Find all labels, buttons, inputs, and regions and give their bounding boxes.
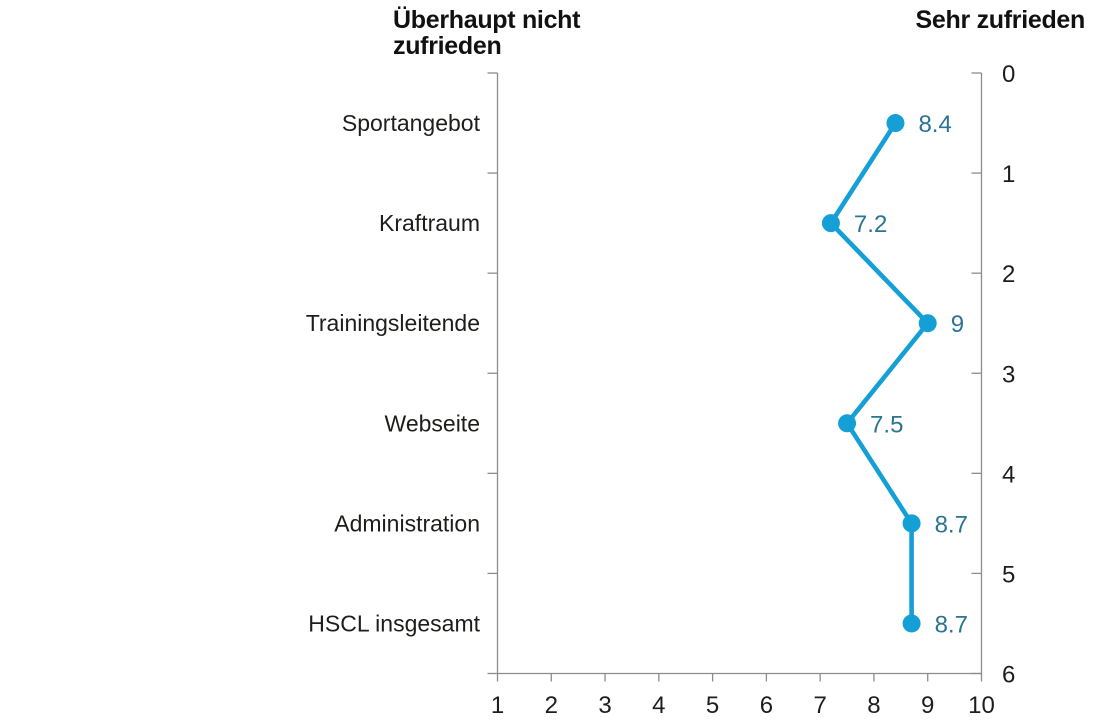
data-point-marker <box>902 614 921 633</box>
right-axis-tick-label: 5 <box>1002 561 1015 588</box>
x-axis-tick-label: 2 <box>545 692 558 719</box>
right-axis-tick-label: 3 <box>1002 361 1015 388</box>
left-axis-title: Überhaupt nicht zufrieden <box>393 6 581 60</box>
x-axis-tick-label: 3 <box>598 692 611 719</box>
x-axis-tick-label: 4 <box>652 692 665 719</box>
data-point-marker <box>918 314 937 333</box>
right-axis-tick-label: 6 <box>1002 662 1015 689</box>
data-point-marker <box>821 214 840 233</box>
x-axis-tick-label: 1 <box>491 692 504 719</box>
category-label: Sportangebot <box>342 110 481 136</box>
data-point-value-label: 9 <box>951 311 964 338</box>
right-axis-tick-label: 2 <box>1002 261 1015 288</box>
data-point-marker <box>838 414 857 433</box>
x-axis-tick-label: 7 <box>813 692 826 719</box>
x-axis-tick-label: 10 <box>968 692 995 719</box>
right-axis-tick-label: 4 <box>1002 461 1015 488</box>
category-label: HSCL insgesamt <box>308 610 480 636</box>
right-axis-tick-label: 1 <box>1002 161 1015 188</box>
data-point-value-label: 7.5 <box>870 411 903 438</box>
x-axis-tick-label: 6 <box>760 692 773 719</box>
category-label: Administration <box>334 510 480 536</box>
series-line <box>828 120 931 626</box>
x-axis-tick-label: 9 <box>921 692 934 719</box>
x-axis-tick-label: 8 <box>867 692 880 719</box>
data-point-value-label: 8.7 <box>935 511 968 538</box>
data-point-value-label: 8.7 <box>935 611 968 638</box>
x-axis-tick-label: 5 <box>706 692 719 719</box>
data-point-marker <box>886 114 905 133</box>
data-point-value-label: 8.4 <box>918 111 951 138</box>
category-label: Webseite <box>385 410 480 436</box>
data-point-value-label: 7.2 <box>854 211 887 238</box>
data-point-marker <box>902 514 921 533</box>
right-axis-tick-label: 0 <box>1002 61 1015 88</box>
category-label: Trainingsleitende <box>306 310 480 336</box>
category-label: Kraftraum <box>379 210 480 236</box>
right-axis-title: Sehr zufrieden <box>915 6 1086 34</box>
